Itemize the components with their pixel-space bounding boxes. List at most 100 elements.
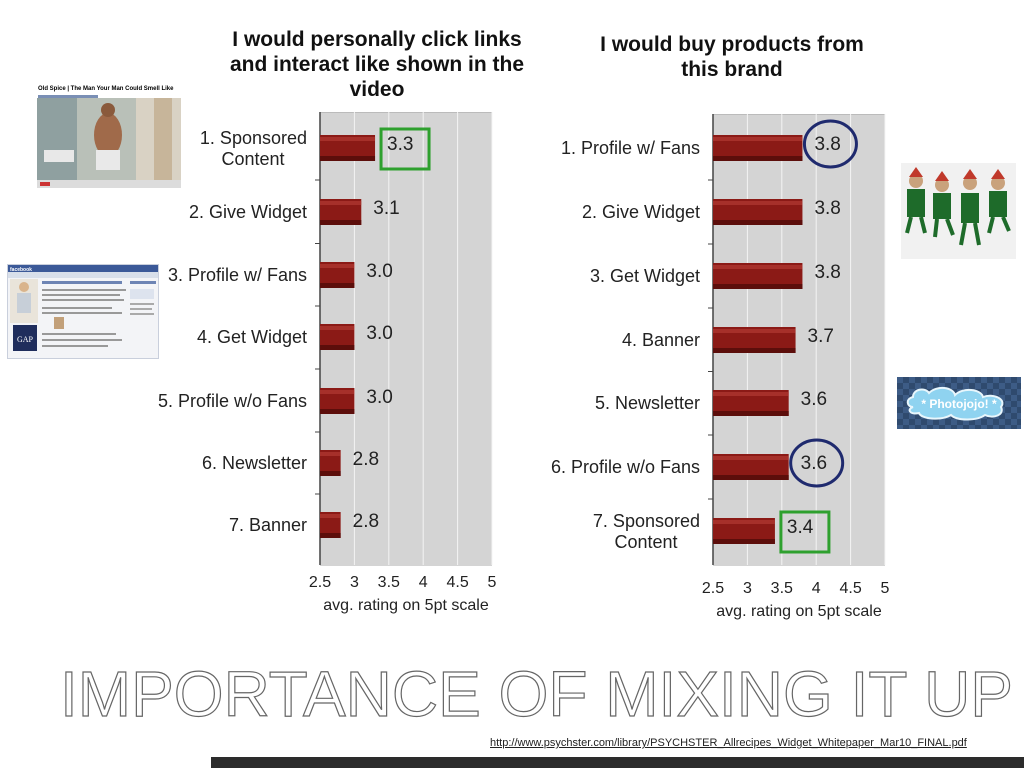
value-label: 3.8: [814, 134, 840, 155]
old-spice-video-thumbnail[interactable]: Old Spice | The Man Your Man Could Smell…: [36, 80, 182, 188]
photojojo-thumbnail[interactable]: * Photojojo! *: [897, 377, 1021, 429]
bar-shadow: [713, 156, 803, 161]
title-right-line-1: I would buy products from: [600, 33, 864, 56]
bar-highlight: [713, 265, 803, 269]
category-label: 4. Get Widget: [197, 327, 307, 347]
title-left-line-3: video: [349, 78, 405, 101]
bar-shadow: [713, 411, 789, 416]
bar-highlight: [320, 326, 355, 330]
bar-highlight: [713, 201, 803, 205]
bar-6: [320, 450, 341, 476]
x-axis-title: avg. rating on 5pt scale: [716, 603, 882, 620]
highlight-box: [379, 127, 431, 171]
category-label: 3. Profile w/ Fans: [168, 265, 307, 285]
bar-highlight: [320, 390, 355, 394]
category-label: 6. Newsletter: [202, 453, 307, 473]
bar-shadow: [320, 471, 341, 476]
category-label: 5. Newsletter: [595, 393, 700, 413]
category-label: 3. Get Widget: [590, 266, 700, 286]
category-label: 4. Banner: [622, 330, 700, 350]
value-label: 3.0: [366, 323, 392, 344]
value-label: 3.4: [787, 517, 814, 538]
value-label: 3.8: [814, 198, 840, 219]
bar-highlight: [320, 201, 362, 205]
x-tick-label: 5: [881, 580, 890, 597]
title-right-line-2: this brand: [681, 58, 783, 81]
chart-title-click-links: I would personally click links and intera…: [212, 27, 542, 102]
chart-right: 3.8 1. Profile w/ Fans 3.8 2. Give Widget 3.…: [551, 114, 890, 620]
x-tick-label: 3.5: [771, 580, 793, 597]
value-label: 3.8: [814, 262, 840, 283]
slide-title: IMPORTANCE OF MIXING IT UP: [59, 657, 1013, 730]
value-label: 2.8: [353, 449, 379, 470]
bar-highlight: [320, 452, 341, 456]
title-left-line-1: I would personally click links: [232, 28, 522, 51]
x-tick-label: 3: [743, 580, 752, 597]
bar-highlight: [320, 514, 341, 518]
footer-bar: [211, 757, 1024, 768]
video-title: Old Spice | The Man Your Man Could Smell…: [38, 86, 174, 92]
x-axis-title: avg. rating on 5pt scale: [323, 597, 489, 614]
category-label: 7. Sponsored Content: [593, 511, 700, 552]
source-link[interactable]: http://www.psychster.com/library/PSYCHST…: [490, 737, 967, 749]
value-label: 2.8: [353, 511, 379, 532]
value-label: 3.0: [366, 261, 392, 282]
value-label: 3.6: [801, 453, 827, 474]
category-label: 1. Profile w/ Fans: [561, 138, 700, 158]
title-left-line-2: and interact like shown in the: [229, 53, 525, 76]
highlight-circle: [802, 119, 858, 169]
bar-shadow: [320, 409, 355, 414]
gap-logo: GAP: [17, 335, 34, 344]
highlight-box: [779, 510, 831, 554]
bar-shadow: [320, 533, 341, 538]
bar-shadow: [713, 284, 803, 289]
x-tick-label: 3.5: [378, 574, 400, 591]
x-tick-label: 2.5: [309, 574, 331, 591]
category-label: 1. Sponsored Content: [200, 128, 307, 169]
bar-highlight: [320, 137, 376, 141]
bar-shadow: [320, 345, 355, 350]
x-tick-label: 2.5: [702, 580, 724, 597]
bar-highlight: [713, 456, 789, 460]
category-label: 6. Profile w/o Fans: [551, 457, 700, 477]
category-label: 2. Give Widget: [189, 202, 307, 222]
bar-highlight: [713, 137, 803, 141]
value-label: 3.7: [808, 326, 834, 347]
chart-left: 3.3 1. Sponsored Content 3.1 2. Give Widget 3…: [158, 112, 497, 614]
x-tick-label: 3: [350, 574, 359, 591]
x-tick-label: 4.5: [839, 580, 861, 597]
value-label: 3.3: [387, 134, 413, 155]
video-player-image: Old Spice | The Man Your Man Could Smell…: [37, 86, 181, 188]
x-tick-label: 4.5: [446, 574, 468, 591]
facebook-page-image: facebook GAP: [8, 265, 158, 351]
x-tick-label: 4: [812, 580, 821, 597]
facebook-logo-text: facebook: [10, 267, 32, 273]
bar-shadow: [713, 348, 796, 353]
category-label: 5. Profile w/o Fans: [158, 391, 307, 411]
x-tick-label: 5: [488, 574, 497, 591]
bar-highlight: [320, 264, 355, 268]
bar-shadow: [713, 220, 803, 225]
bar-shadow: [713, 539, 775, 544]
bar-shadow: [320, 283, 355, 288]
bar-highlight: [713, 520, 775, 524]
value-label: 3.6: [801, 389, 827, 410]
photojojo-logo-image: * Photojojo! *: [897, 377, 1021, 429]
chart-title-buy-products: I would buy products from this brand: [572, 32, 892, 82]
x-tick-label: 4: [419, 574, 428, 591]
bar-shadow: [320, 156, 376, 161]
bar-7: [320, 512, 341, 538]
bar-highlight: [713, 392, 789, 396]
elf-yourself-thumbnail[interactable]: [901, 163, 1016, 259]
category-label: 7. Banner: [229, 515, 307, 535]
bar-shadow: [713, 475, 789, 480]
dancing-elves-image: [901, 163, 1016, 259]
value-label: 3.1: [373, 198, 399, 219]
gap-facebook-page-thumbnail[interactable]: facebook GAP: [7, 264, 159, 359]
bar-shadow: [320, 220, 362, 225]
highlight-circle: [789, 438, 845, 488]
category-label: 2. Give Widget: [582, 202, 700, 222]
value-label: 3.0: [366, 387, 392, 408]
photojojo-label: * Photojojo! *: [921, 397, 997, 411]
